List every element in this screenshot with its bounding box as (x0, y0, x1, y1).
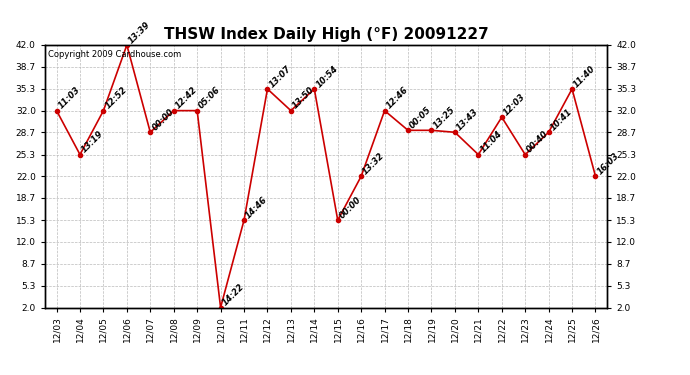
Text: 10:41: 10:41 (549, 107, 574, 132)
Text: 13:43: 13:43 (455, 107, 480, 132)
Text: 13:50: 13:50 (291, 85, 316, 111)
Text: 00:40: 00:40 (525, 129, 551, 154)
Text: 13:07: 13:07 (268, 64, 293, 89)
Text: 00:00: 00:00 (337, 195, 363, 220)
Text: 13:39: 13:39 (127, 20, 152, 45)
Text: 12:46: 12:46 (384, 85, 410, 111)
Text: 00:00: 00:00 (150, 107, 176, 132)
Text: 13:25: 13:25 (431, 105, 457, 130)
Text: 13:19: 13:19 (80, 129, 106, 154)
Text: 13:32: 13:32 (361, 151, 386, 176)
Title: THSW Index Daily High (°F) 20091227: THSW Index Daily High (°F) 20091227 (164, 27, 489, 42)
Text: 14:46: 14:46 (244, 195, 269, 220)
Text: 12:52: 12:52 (104, 85, 129, 111)
Text: 12:03: 12:03 (502, 92, 527, 117)
Text: Copyright 2009 Cardhouse.com: Copyright 2009 Cardhouse.com (48, 50, 181, 59)
Text: 00:05: 00:05 (408, 105, 433, 130)
Text: 05:06: 05:06 (197, 85, 222, 111)
Text: 16:03: 16:03 (595, 151, 621, 176)
Text: 12:42: 12:42 (174, 85, 199, 111)
Text: 10:54: 10:54 (315, 64, 339, 89)
Text: 11:03: 11:03 (57, 85, 82, 111)
Text: 11:04: 11:04 (478, 129, 504, 154)
Text: 14:22: 14:22 (221, 282, 246, 308)
Text: 11:40: 11:40 (572, 64, 598, 89)
